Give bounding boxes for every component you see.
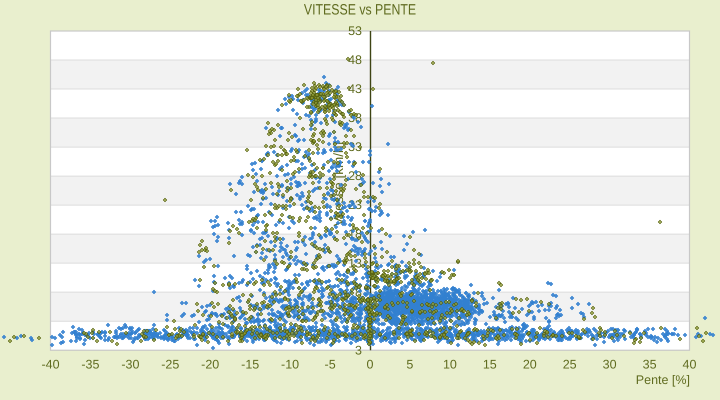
svg-text:-25: -25 — [161, 357, 179, 371]
svg-text:-30: -30 — [121, 357, 139, 371]
svg-text:-20: -20 — [201, 357, 219, 371]
svg-text:-35: -35 — [81, 357, 99, 371]
svg-text:20: 20 — [523, 357, 537, 371]
svg-text:10: 10 — [443, 357, 457, 371]
svg-text:-5: -5 — [325, 357, 336, 371]
svg-text:-10: -10 — [281, 357, 299, 371]
svg-text:15: 15 — [483, 357, 497, 371]
svg-text:43: 43 — [348, 82, 362, 96]
svg-text:35: 35 — [643, 357, 657, 371]
svg-text:Pente [%]: Pente [%] — [636, 373, 690, 387]
svg-text:40: 40 — [683, 357, 697, 371]
svg-text:30: 30 — [603, 357, 617, 371]
svg-text:3: 3 — [355, 343, 362, 357]
svg-text:48: 48 — [348, 53, 362, 67]
svg-text:VITESSE vs PENTE: VITESSE vs PENTE — [304, 1, 416, 18]
svg-text:-40: -40 — [41, 357, 59, 371]
svg-text:-15: -15 — [241, 357, 259, 371]
svg-text:5: 5 — [406, 357, 413, 371]
svg-text:53: 53 — [348, 24, 362, 38]
svg-text:25: 25 — [563, 357, 577, 371]
svg-text:13: 13 — [348, 256, 362, 270]
svg-text:0: 0 — [367, 357, 374, 371]
